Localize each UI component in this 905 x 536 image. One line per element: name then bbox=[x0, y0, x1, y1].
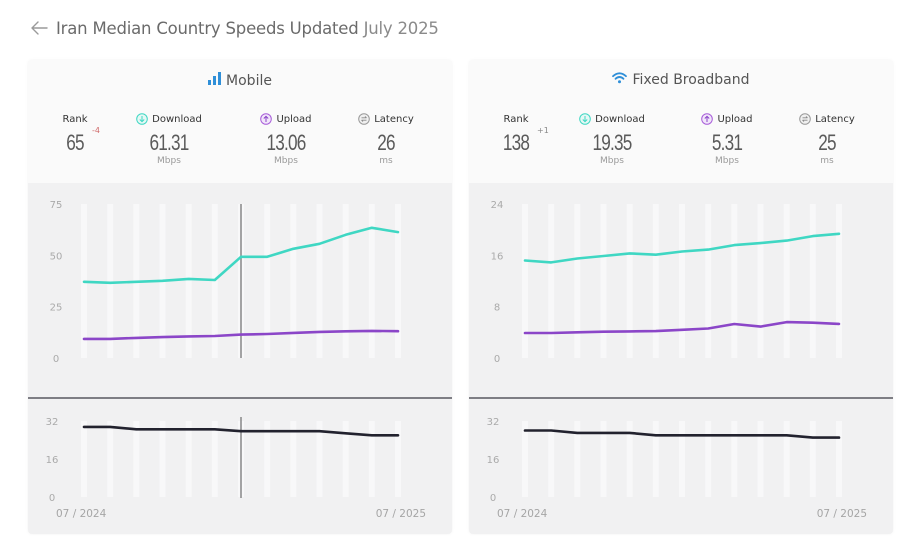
mobile-chart-area[interactable]: 0 25 50 75 0 16 32 07 / 2024 07 / 2025 bbox=[28, 183, 452, 534]
x-end-label: 07 / 2025 bbox=[817, 508, 867, 520]
mobile-charts[interactable]: 0 25 50 75 0 16 32 07 / 2024 07 / 2025 bbox=[28, 183, 452, 534]
rank-value: 138 bbox=[502, 130, 530, 155]
latency-y-tick-label: 32 bbox=[487, 417, 500, 428]
latency-label: Latency bbox=[374, 113, 414, 125]
rank-label: Rank bbox=[62, 113, 88, 125]
speed-y-tick-label: 24 bbox=[491, 200, 504, 211]
upload-circle-icon bbox=[260, 113, 273, 125]
speed-y-tick-label: 25 bbox=[50, 303, 63, 314]
latency-circle-icon bbox=[358, 113, 371, 125]
download-unit: Mbps bbox=[157, 156, 181, 166]
fixed-panel-title: Fixed Broadband bbox=[469, 72, 893, 88]
speed-y-tick-label: 50 bbox=[50, 251, 63, 262]
latency-y-tick-label: 16 bbox=[487, 455, 500, 466]
mobile-title-text: Mobile bbox=[226, 72, 272, 89]
x-start-label: 07 / 2024 bbox=[497, 508, 548, 520]
latency-value: 26 bbox=[377, 130, 395, 155]
page-header: Iran Median Country Speeds Updated July … bbox=[28, 14, 439, 42]
signal-bars-icon bbox=[208, 72, 222, 89]
latency-y-tick-label: 16 bbox=[46, 455, 59, 466]
rank-delta: +1 bbox=[537, 126, 549, 135]
fixed-chart-area[interactable]: 0 8 16 24 0 16 32 07 / 2024 07 / 2025 bbox=[469, 183, 893, 534]
gridlines bbox=[522, 204, 842, 497]
rank-stat: Rank 138 +1 bbox=[491, 112, 549, 156]
latency-unit: ms bbox=[379, 156, 393, 166]
speed-y-tick-label: 8 bbox=[494, 303, 500, 314]
x-end-label: 07 / 2025 bbox=[376, 508, 426, 520]
upload-value: 5.31 bbox=[711, 130, 743, 155]
x-start-label: 07 / 2024 bbox=[56, 508, 107, 520]
latency-unit: ms bbox=[820, 156, 834, 166]
speed-y-tick-label: 0 bbox=[53, 354, 59, 365]
latency-y-tick-label: 0 bbox=[49, 493, 55, 504]
download-circle-icon bbox=[579, 113, 591, 125]
download-value: 61.31 bbox=[149, 130, 189, 155]
upload-label: Upload bbox=[276, 113, 312, 125]
rank-stat: Rank 65 -4 bbox=[50, 112, 100, 156]
rank-delta: -4 bbox=[92, 126, 100, 135]
latency-label: Latency bbox=[815, 113, 855, 125]
download-label: Download bbox=[595, 113, 645, 125]
latency-y-tick-label: 32 bbox=[46, 417, 59, 428]
speed-y-tick-label: 75 bbox=[50, 200, 63, 211]
download-unit: Mbps bbox=[600, 156, 624, 166]
title-main: Iran Median Country Speeds Updated bbox=[56, 18, 359, 38]
fixed-summary: Fixed Broadband Rank 138 +1 Download 19.… bbox=[469, 60, 893, 183]
upload-circle-icon bbox=[701, 113, 714, 125]
latency-circle-icon bbox=[799, 113, 812, 125]
latency-stat: Latency 25 ms bbox=[787, 112, 867, 166]
fixed-broadband-panel: Fixed Broadband Rank 138 +1 Download 19.… bbox=[469, 60, 893, 534]
speed-y-tick-label: 16 bbox=[491, 251, 504, 262]
title-date: July 2025 bbox=[363, 18, 439, 38]
latency-value: 25 bbox=[818, 130, 836, 155]
download-stat: Download 61.31 Mbps bbox=[123, 112, 215, 166]
latency-stat: Latency 26 ms bbox=[346, 112, 426, 166]
rank-value: 65 bbox=[66, 130, 84, 155]
latency-y-tick-label: 0 bbox=[490, 493, 496, 504]
mobile-panel-title: Mobile bbox=[28, 72, 452, 89]
mobile-stats: Rank 65 -4 Download 61.31 Mbps bbox=[28, 112, 452, 176]
speed-y-tick-label: 0 bbox=[494, 354, 500, 365]
rank-label: Rank bbox=[503, 113, 529, 125]
mobile-summary: Mobile Rank 65 -4 Download 61.31 Mbps bbox=[28, 60, 452, 183]
fixed-charts[interactable]: 0 8 16 24 0 16 32 07 / 2024 07 / 2025 bbox=[469, 183, 893, 534]
upload-unit: Mbps bbox=[715, 156, 739, 166]
download-circle-icon bbox=[136, 113, 148, 125]
upload-label: Upload bbox=[717, 113, 753, 125]
upload-unit: Mbps bbox=[274, 156, 298, 166]
upload-stat: Upload 5.31 Mbps bbox=[682, 112, 772, 166]
download-value: 19.35 bbox=[592, 130, 632, 155]
wifi-icon bbox=[612, 72, 628, 88]
download-label: Download bbox=[152, 113, 202, 125]
mobile-panel: Mobile Rank 65 -4 Download 61.31 Mbps bbox=[28, 60, 452, 534]
fixed-title-text: Fixed Broadband bbox=[632, 72, 750, 88]
download-stat: Download 19.35 Mbps bbox=[566, 112, 658, 166]
upload-value: 13.06 bbox=[266, 130, 306, 155]
fixed-stats: Rank 138 +1 Download 19.35 Mbps bbox=[469, 112, 893, 176]
page-title: Iran Median Country Speeds Updated July … bbox=[56, 19, 439, 38]
arrow-left-icon[interactable] bbox=[28, 17, 50, 39]
upload-stat: Upload 13.06 Mbps bbox=[241, 112, 331, 166]
